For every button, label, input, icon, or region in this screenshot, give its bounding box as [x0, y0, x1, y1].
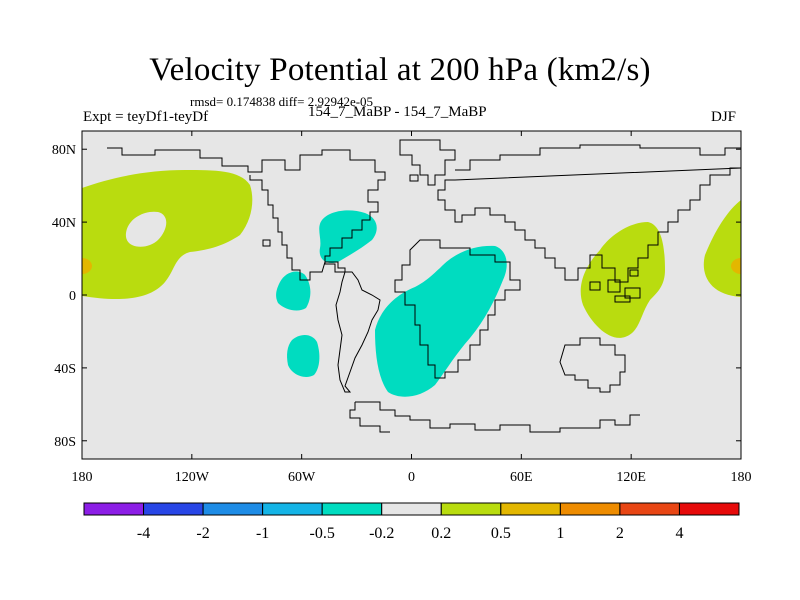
- lat-tick-label: 40N: [52, 216, 76, 231]
- stats-line: rmsd= 0.174838 diff= 2.92942e-05: [190, 94, 374, 109]
- region-east-pacific-negative: [276, 271, 311, 311]
- colorbar-swatch: [321, 502, 383, 516]
- axis-tick-labels: 180 120W 60W 0 60E 120E 180 80N 40N 0 40S 80S: [52, 143, 752, 485]
- lat-tick-label: 80N: [52, 143, 76, 158]
- colorbar-swatch: [619, 502, 680, 516]
- region-dateline-max-west: [82, 258, 92, 274]
- coastline-islands: [262, 174, 639, 277]
- coastline-eurasia: [437, 144, 741, 283]
- colorbar-label: -0.5: [310, 525, 335, 542]
- colorbar-label: 0.2: [431, 525, 451, 542]
- lat-tick-label: 0: [69, 289, 76, 304]
- colorbar-swatch: [143, 502, 204, 516]
- region-dateline-east-positive: [703, 200, 741, 297]
- colorbar-label: 4: [675, 525, 683, 542]
- colorbar-label: -4: [137, 525, 150, 542]
- experiment-label: Expt = teyDf1-teyDf: [83, 109, 209, 125]
- colorbar-swatch: [262, 502, 323, 516]
- colorbar-label: -2: [196, 525, 209, 542]
- region-maritime-continent-positive: [580, 222, 665, 338]
- coastline-greenland: [399, 139, 456, 186]
- region-north-pacific-positive: [82, 170, 253, 300]
- coastline-north-america: [107, 147, 386, 281]
- colorbar-label: 2: [616, 525, 624, 542]
- coastline-antarctica: [349, 401, 640, 433]
- lon-tick-label: 180: [731, 470, 752, 485]
- colorbar-label: 1: [556, 525, 564, 542]
- map-title: Velocity Potential at 200 hPa (km2/s): [149, 52, 651, 88]
- lat-tick-label: 40S: [54, 362, 76, 377]
- colorbar-swatch: [678, 502, 740, 516]
- coastline-south-america: [335, 271, 381, 393]
- colorbar-swatch: [500, 502, 561, 516]
- colorbar-swatch: [83, 502, 145, 516]
- region-south-pacific-negative: [287, 334, 320, 377]
- colorbar-label: -0.2: [369, 525, 394, 542]
- coastline-maritime-continent: [589, 279, 641, 303]
- region-dateline-max-east: [731, 258, 741, 274]
- colorbar: -4 -2 -1 -0.5 -0.2 0.2 0.5 1 2 4: [83, 502, 740, 542]
- colorbar-swatch: [559, 502, 621, 516]
- lon-tick-label: 60E: [510, 470, 533, 485]
- colorbar-swatch: [202, 502, 264, 516]
- lat-tick-label: 80S: [54, 435, 76, 450]
- lon-tick-label: 0: [408, 470, 415, 485]
- coastlines: [107, 139, 741, 433]
- colorbar-label: 0.5: [491, 525, 511, 542]
- lon-tick-label: 180: [72, 470, 93, 485]
- axis-ticks: [81, 131, 742, 459]
- colorbar-swatch: [381, 502, 442, 516]
- colorbar-label: -1: [256, 525, 269, 542]
- lon-tick-label: 60W: [288, 470, 316, 485]
- lon-tick-label: 120E: [616, 470, 646, 485]
- lon-tick-label: 120W: [175, 470, 210, 485]
- map-contours: [82, 170, 741, 397]
- colorbar-swatch: [440, 502, 502, 516]
- coastline-africa: [394, 239, 521, 379]
- season-label: DJF: [711, 109, 737, 125]
- region-africa-negative: [375, 245, 507, 397]
- case-label: 154_7_MaBP - 154_7_MaBP: [308, 104, 487, 120]
- coastline-australia: [559, 337, 626, 393]
